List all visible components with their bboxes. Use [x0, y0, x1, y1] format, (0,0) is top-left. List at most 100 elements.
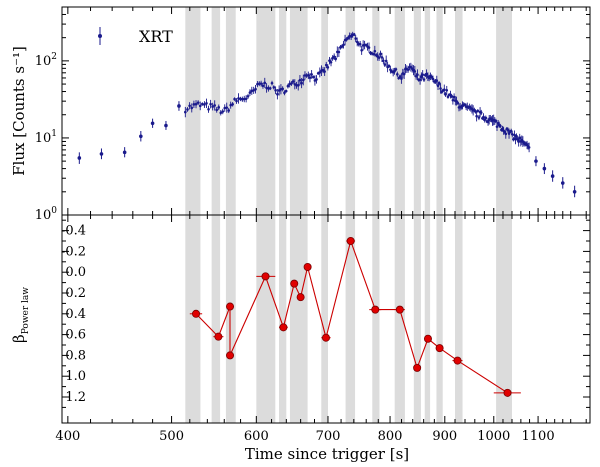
flux-point [421, 73, 424, 77]
legend-marker [98, 34, 102, 38]
flux-point [444, 93, 447, 96]
x-tick-label: 1100 [522, 429, 555, 444]
flux-point [284, 89, 288, 93]
flux-point [406, 68, 410, 71]
flux-point [283, 91, 286, 95]
beta-point [279, 323, 288, 332]
y-tick-label: -0.2 [61, 244, 86, 259]
flux-point [349, 35, 353, 38]
shaded-interval [211, 7, 221, 215]
flux-point [572, 190, 577, 194]
flux-point [205, 102, 208, 105]
flux-point [203, 103, 206, 106]
beta-point [371, 305, 380, 314]
x-tick-label: 900 [432, 429, 457, 444]
flux-point [337, 50, 341, 54]
flux-point [263, 81, 267, 85]
shaded-interval [185, 215, 201, 423]
flux-point [329, 60, 333, 64]
flux-point [430, 75, 434, 79]
flux-point [372, 52, 375, 56]
y-tick-label: 0.4 [65, 307, 86, 322]
flux-point [420, 75, 423, 79]
flux-point [188, 104, 191, 108]
flux-point [452, 95, 456, 99]
flux-point [77, 156, 82, 160]
flux-point [268, 86, 272, 90]
flux-point [334, 57, 338, 61]
flux-point [382, 59, 385, 63]
flux-point [261, 84, 265, 88]
flux-point [227, 109, 231, 112]
shaded-interval [496, 7, 513, 215]
flux-point [213, 104, 216, 107]
flux-point [139, 134, 143, 139]
beta-point [296, 293, 305, 302]
flux-point [446, 95, 450, 99]
flux-point [394, 67, 398, 71]
flux-point [450, 94, 453, 98]
flux-point [358, 42, 362, 46]
flux-point [231, 102, 234, 106]
y-tick-label: -0.4 [61, 224, 86, 239]
flux-point [456, 101, 460, 105]
flux-point [184, 110, 187, 114]
y-tick-label: 1.2 [65, 390, 86, 405]
beta-point [290, 279, 299, 288]
flux-point [364, 43, 368, 47]
x-tick-label: 600 [244, 429, 269, 444]
beta-point [261, 272, 270, 281]
y-tick-exponent: 1 [51, 129, 57, 139]
flux-point [499, 124, 502, 128]
flux-point [380, 56, 384, 59]
flux-point [225, 106, 229, 109]
flux-point [355, 40, 359, 44]
flux-point [346, 36, 350, 40]
flux-point [246, 95, 250, 98]
flux-point [396, 73, 399, 76]
flux-point [332, 55, 336, 58]
flux-point [437, 81, 441, 85]
flux-point [475, 114, 478, 118]
flux-point [431, 77, 435, 81]
flux-point [445, 88, 449, 92]
y-tick-label: 1.0 [65, 369, 86, 384]
top-ylabel: Flux [Counts s⁻¹] [10, 46, 28, 176]
y-tick-label: 0.8 [65, 348, 86, 363]
flux-point [257, 82, 261, 85]
flux-point [276, 92, 279, 96]
flux-point [219, 111, 223, 115]
flux-point [383, 63, 387, 66]
shaded-interval [279, 7, 287, 215]
flux-point [510, 132, 514, 136]
beta-point [346, 236, 355, 245]
flux-point [367, 46, 371, 49]
flux-point [194, 102, 198, 106]
beta-point [214, 332, 223, 341]
flux-point [201, 102, 204, 106]
flux-point [451, 98, 455, 102]
y-tick-exponent: 2 [51, 52, 57, 62]
flux-point [494, 119, 498, 123]
beta-point [423, 334, 432, 343]
y-tick-exponent: 0 [51, 206, 57, 216]
shaded-interval [211, 215, 221, 423]
flux-point [393, 69, 396, 73]
top-panel-data [77, 31, 577, 198]
flux-point [307, 74, 310, 77]
flux-point [387, 64, 391, 68]
beta-point [226, 351, 235, 360]
flux-point [164, 123, 168, 128]
flux-point [270, 81, 274, 85]
y-tick-label: 0.0 [65, 265, 86, 280]
flux-point [400, 77, 403, 80]
flux-point [242, 97, 246, 101]
flux-point [460, 105, 463, 109]
flux-point [474, 110, 477, 113]
flux-point [198, 104, 202, 108]
bottom-panel-frame [61, 214, 591, 424]
flux-point [150, 121, 155, 126]
shaded-interval [279, 215, 287, 423]
bottom-panel-data [189, 236, 521, 397]
